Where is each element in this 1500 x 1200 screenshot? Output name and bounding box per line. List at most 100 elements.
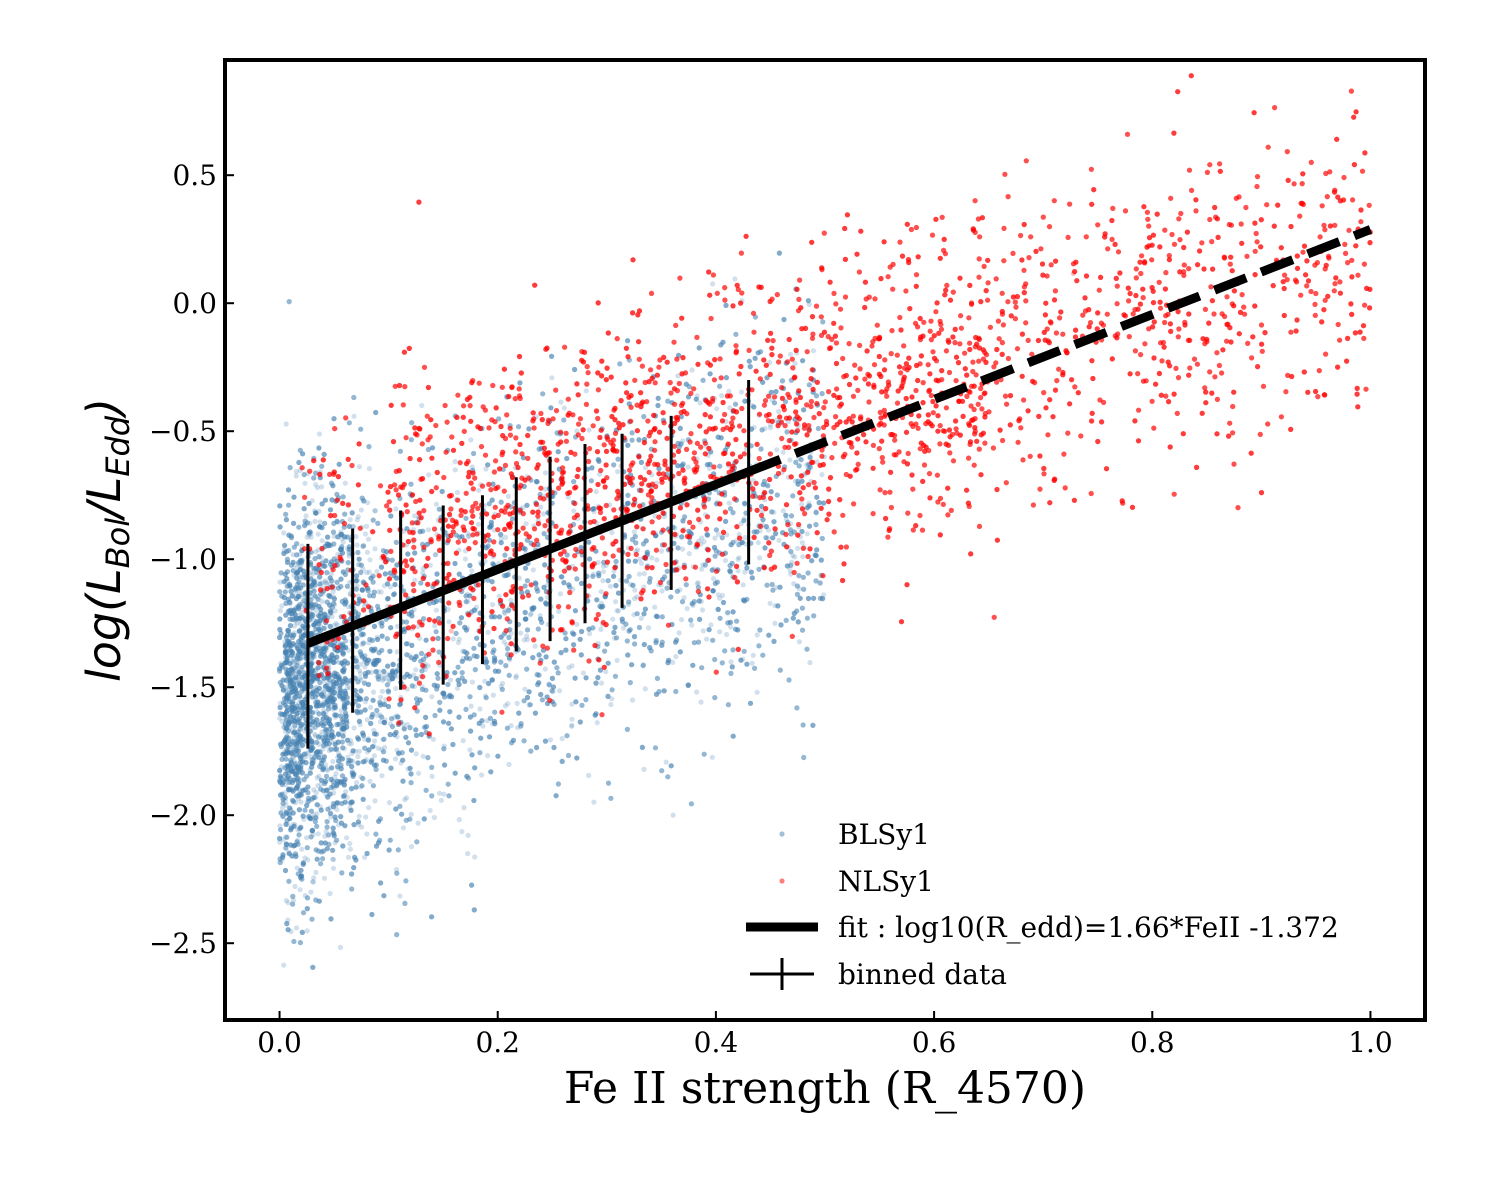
data-point	[309, 601, 315, 608]
data-point	[513, 674, 519, 681]
data-point	[304, 928, 310, 934]
data-point	[300, 757, 306, 763]
data-point	[296, 679, 302, 686]
data-point	[393, 506, 399, 512]
data-point	[291, 630, 298, 636]
data-point	[558, 574, 564, 580]
data-point	[796, 639, 803, 645]
data-point	[290, 755, 296, 761]
data-point	[742, 569, 748, 575]
data-point	[678, 617, 685, 623]
data-point	[714, 406, 720, 412]
data-point	[591, 508, 597, 514]
data-point	[328, 739, 334, 745]
data-point	[320, 646, 327, 652]
series-blsy1	[277, 250, 828, 970]
data-point	[767, 425, 774, 431]
data-point	[739, 298, 745, 304]
data-point	[322, 685, 328, 691]
data-point	[426, 472, 432, 478]
data-point	[723, 419, 729, 425]
data-point	[287, 762, 293, 768]
data-point	[292, 681, 299, 687]
data-point	[359, 824, 365, 830]
data-point	[801, 544, 807, 550]
data-point	[672, 489, 678, 495]
data-point	[689, 367, 695, 373]
data-point	[433, 501, 439, 507]
data-point	[429, 694, 435, 700]
data-point	[312, 594, 318, 600]
data-point	[312, 724, 318, 731]
data-point	[296, 781, 302, 787]
data-point	[528, 611, 534, 617]
data-point	[672, 533, 678, 539]
data-point	[277, 608, 283, 614]
data-point	[658, 548, 665, 554]
data-point	[377, 712, 383, 718]
data-point	[392, 714, 398, 720]
data-point	[330, 589, 336, 595]
data-point	[594, 720, 600, 726]
data-point	[302, 855, 308, 861]
data-point	[394, 734, 400, 740]
data-point	[355, 753, 361, 760]
data-point	[323, 762, 329, 768]
data-point	[286, 712, 293, 719]
data-point	[317, 751, 323, 758]
data-point	[455, 640, 461, 646]
data-point	[330, 758, 336, 765]
data-point	[286, 770, 292, 776]
data-point	[341, 746, 347, 752]
data-point	[348, 799, 354, 805]
data-point	[287, 672, 293, 678]
data-point	[293, 473, 299, 479]
data-point	[431, 814, 437, 821]
data-point	[670, 812, 676, 818]
data-point	[533, 414, 539, 420]
data-point	[315, 531, 321, 537]
data-point	[393, 685, 399, 692]
data-point	[296, 678, 303, 684]
data-point	[316, 773, 322, 779]
data-point	[282, 737, 288, 743]
data-point	[452, 458, 458, 465]
data-point	[347, 579, 353, 586]
data-point	[413, 667, 419, 673]
data-point	[695, 580, 701, 586]
data-point	[724, 631, 730, 638]
data-point	[293, 715, 299, 721]
data-point	[532, 643, 538, 649]
data-point	[641, 766, 647, 773]
data-point	[425, 527, 432, 533]
data-point	[475, 521, 481, 527]
data-point	[506, 761, 512, 768]
data-point	[371, 738, 378, 744]
data-point	[408, 844, 415, 850]
data-point	[795, 545, 801, 552]
data-point	[291, 717, 297, 724]
data-point	[362, 758, 368, 765]
data-point	[295, 781, 302, 787]
data-point	[293, 925, 299, 931]
data-point	[294, 680, 300, 686]
data-point	[340, 729, 346, 735]
data-point	[293, 771, 299, 777]
data-point	[353, 655, 359, 661]
data-point	[779, 470, 785, 476]
data-point	[408, 811, 414, 818]
data-point	[311, 875, 317, 881]
data-point	[293, 687, 299, 693]
data-point	[372, 546, 378, 552]
data-point	[522, 686, 528, 692]
data-point	[508, 597, 514, 603]
data-point	[807, 660, 813, 666]
data-point	[728, 659, 734, 665]
data-point	[317, 573, 323, 579]
data-point	[309, 674, 315, 680]
data-point	[299, 557, 305, 563]
data-point	[296, 588, 302, 595]
data-point	[557, 688, 563, 694]
data-point	[298, 799, 304, 805]
